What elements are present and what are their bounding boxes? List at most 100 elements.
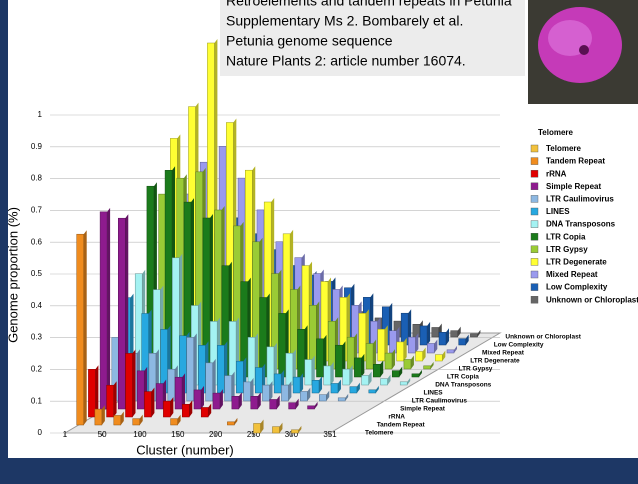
bar	[193, 389, 202, 410]
caption-line: Retroelements and tandem repeats in Petu…	[226, 0, 512, 9]
bar	[399, 381, 408, 386]
bar-side	[314, 401, 318, 409]
bar-side	[368, 371, 372, 385]
bar	[278, 313, 286, 378]
legend-label: Low Complexity	[546, 283, 608, 292]
bar-side	[279, 422, 283, 433]
bar	[450, 330, 458, 338]
bar	[167, 368, 176, 402]
bar	[250, 396, 259, 410]
bar	[99, 211, 108, 410]
legend-label: LTR Copia	[546, 232, 586, 241]
bar	[327, 321, 336, 370]
bar	[132, 418, 140, 426]
bar-side	[384, 325, 388, 361]
bar	[182, 404, 190, 418]
y-axis-label: Genome proportion (%)	[5, 207, 20, 343]
depth-label: LTR Gypsy	[459, 366, 493, 373]
legend-label: Mixed Repeat	[546, 270, 598, 279]
depth-label: LTR Degenerate	[470, 358, 520, 365]
bar-side	[276, 395, 280, 409]
bar	[291, 429, 299, 434]
legend-swatch	[530, 207, 539, 216]
bar-side	[415, 333, 419, 353]
legend-swatch	[530, 195, 539, 203]
bar-side	[408, 309, 412, 345]
bar	[144, 391, 152, 418]
bar	[337, 397, 346, 402]
bar	[172, 257, 180, 386]
x-axis-label: Cluster (number)	[136, 442, 234, 457]
bar	[400, 312, 409, 346]
legend-title: Telomere	[538, 128, 574, 137]
bar	[423, 365, 431, 370]
bar	[427, 343, 435, 354]
legend-swatch	[530, 296, 539, 304]
bar-side	[465, 334, 469, 345]
caption-line: Supplementary Ms 2. Bombarely et al.	[226, 13, 463, 29]
bar	[217, 345, 225, 394]
bar-side	[457, 326, 461, 337]
bar	[316, 338, 324, 378]
bar-side	[454, 345, 457, 353]
bar-side	[298, 425, 302, 433]
bar-side	[407, 377, 411, 385]
bar-side	[288, 381, 292, 401]
y-tick-label: 1	[38, 110, 43, 119]
bar	[198, 345, 206, 394]
depth-label: Unknown or Chloroplast	[505, 334, 581, 341]
legend-label: Simple Repeat	[546, 182, 601, 191]
bar	[330, 383, 339, 394]
depth-label: DNA Transposons	[435, 382, 491, 389]
bar-side	[434, 339, 438, 353]
bar	[470, 333, 478, 338]
depth-label: Simple Repeat	[400, 406, 446, 413]
bar-side	[189, 400, 193, 417]
depth-label: rRNA	[388, 414, 405, 421]
bar-side	[219, 389, 223, 409]
bar-side	[446, 328, 450, 345]
bar	[373, 364, 381, 378]
bar-side	[200, 385, 204, 409]
bar	[227, 421, 235, 426]
bar-side	[170, 397, 174, 417]
bar	[288, 402, 296, 410]
bar-side	[403, 337, 407, 361]
bar	[224, 375, 232, 402]
bar-side	[113, 381, 117, 417]
depth-label: LTR Copia	[447, 374, 479, 381]
bar	[335, 344, 343, 378]
bar	[408, 336, 416, 354]
bar-side	[373, 339, 377, 369]
bar	[304, 359, 313, 386]
bar-side	[208, 403, 212, 417]
x-tick-label: 1	[63, 430, 68, 439]
bar-side	[410, 355, 414, 369]
bar-side	[442, 350, 446, 361]
bar-side	[430, 361, 434, 369]
bar-side	[234, 417, 238, 425]
caption-line: Petunia genome sequence	[226, 33, 393, 49]
legend-label: LTR Caulimovirus	[546, 195, 614, 204]
x-tick-label: 150	[171, 430, 185, 439]
bar-side	[387, 374, 391, 385]
bar-side	[345, 393, 349, 401]
legend-label: LTR Degenerate	[546, 258, 607, 267]
legend-swatch	[530, 283, 539, 291]
bar	[94, 408, 103, 426]
bar	[361, 375, 369, 386]
bar	[391, 370, 400, 378]
y-tick-label: 0.9	[31, 142, 43, 151]
bar	[243, 381, 251, 402]
depth-label: LINES	[424, 390, 444, 397]
bar-side	[101, 405, 105, 425]
bar	[76, 233, 84, 426]
bar-side	[391, 349, 395, 369]
bar-side	[361, 353, 365, 377]
bar-side	[300, 373, 304, 393]
bar	[262, 384, 270, 402]
bar-side	[418, 369, 422, 377]
bar	[163, 400, 171, 418]
bar	[247, 337, 256, 386]
